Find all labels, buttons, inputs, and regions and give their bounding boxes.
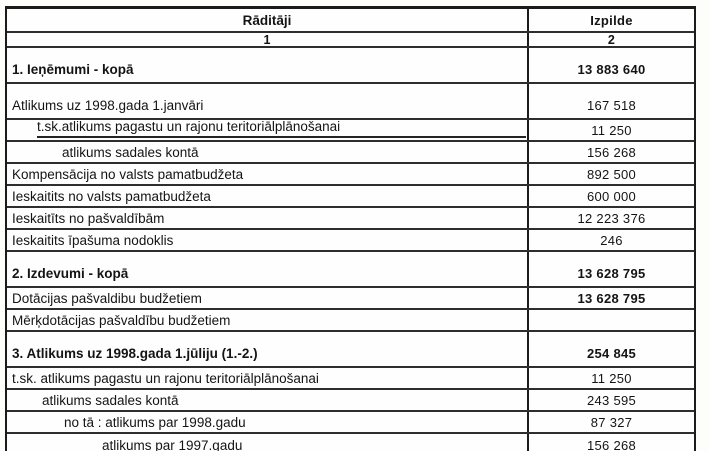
table-row: t.sk.atlikums pagastu un rajonu teritori… xyxy=(7,120,694,142)
row-value-text: 254 845 xyxy=(586,346,637,361)
table-row: Ieskaitits īpašuma nodoklis 246 xyxy=(7,230,694,252)
row-label: atlikums par 1997.gadu xyxy=(7,434,527,451)
table-row: Ieskaitīts no pašvaldībām 12 223 376 xyxy=(7,208,694,230)
column-header-izpilde: Izpilde xyxy=(527,9,694,31)
row-label-text: Ieskaitits no valsts pamatbudžeta xyxy=(12,188,211,204)
table-row: atlikums par 1997.gadu 156 268 xyxy=(7,434,694,451)
table-body: 1. Ieņēmumi - kopā 13 883 640 Atlikums u… xyxy=(7,48,694,451)
row-value: 11 250 xyxy=(527,368,694,388)
table-row: 3. Atlikums uz 1998.gada 1.jūliju (1.-2.… xyxy=(7,332,694,368)
row-label: Atlikums uz 1998.gada 1.janvāri xyxy=(7,84,527,118)
table-row: no tā : atlikums par 1998.gadu 87 327 xyxy=(7,412,694,434)
row-value: 167 518 xyxy=(527,84,694,118)
row-label-text: atlikums sadales kontā xyxy=(42,392,179,408)
row-value-text: 13 883 640 xyxy=(577,62,646,77)
row-label-text: 1. Ieņēmumi - kopā xyxy=(12,62,134,77)
table-row: 2. Izdevumi - kopā 13 628 795 xyxy=(7,252,694,288)
row-label-text: Dotācijas pašvaldibu budžetiem xyxy=(12,290,202,306)
row-value-text: 13 628 795 xyxy=(577,266,646,281)
column-number-2: 2 xyxy=(527,33,694,46)
row-label: Dotācijas pašvaldibu budžetiem xyxy=(7,288,527,308)
table-header-row: Rāditāji Izpilde xyxy=(7,9,694,33)
row-label-text: t.sk. atlikums pagastu un rajonu teritor… xyxy=(12,370,319,386)
table-row: t.sk. atlikums pagastu un rajonu teritor… xyxy=(7,368,694,390)
table-row: Mērķdotācijas pašvaldību budžetiem xyxy=(7,310,694,332)
row-value: 13 628 795 xyxy=(527,252,694,286)
row-label-text: Ieskaitits īpašuma nodoklis xyxy=(12,232,174,248)
table-row: 1. Ieņēmumi - kopā 13 883 640 xyxy=(7,48,694,84)
column-number-1: 1 xyxy=(263,33,271,46)
row-value-text: 87 327 xyxy=(590,414,633,430)
row-value: 246 xyxy=(527,230,694,250)
row-value xyxy=(527,310,694,330)
row-label: no tā : atlikums par 1998.gadu xyxy=(7,412,527,432)
row-value: 13 628 795 xyxy=(527,288,694,308)
table-row: Dotācijas pašvaldibu budžetiem 13 628 79… xyxy=(7,288,694,310)
row-label: Ieskaitits no valsts pamatbudžeta xyxy=(7,186,527,206)
row-label: 2. Izdevumi - kopā xyxy=(7,252,527,286)
row-label-text: 2. Izdevumi - kopā xyxy=(12,266,129,281)
row-label-text: atlikums sadales kontā xyxy=(62,144,199,160)
row-value-text: 243 595 xyxy=(586,392,637,408)
row-label-text: Mērķdotācijas pašvaldību budžetiem xyxy=(12,312,231,328)
row-label: Ieskaitits īpašuma nodoklis xyxy=(7,230,527,250)
row-value: 12 223 376 xyxy=(527,208,694,228)
row-value-text: 600 000 xyxy=(586,188,637,204)
row-label: Mērķdotācijas pašvaldību budžetiem xyxy=(7,310,527,330)
row-value: 254 845 xyxy=(527,332,694,366)
row-label: 1. Ieņēmumi - kopā xyxy=(7,48,527,82)
column-header-raditaji: Rāditāji xyxy=(242,12,292,28)
table-row: Kompensācija no valsts pamatbudžeta 892 … xyxy=(7,164,694,186)
column-number-row: 1 2 xyxy=(7,33,694,48)
budget-report-table: Rāditāji Izpilde 1 2 1. Ieņēmumi - kopā … xyxy=(5,6,696,451)
row-value: 87 327 xyxy=(527,412,694,432)
row-value-text: 11 250 xyxy=(591,122,632,138)
row-label-text: no tā : atlikums par 1998.gadu xyxy=(64,414,246,430)
row-value: 13 883 640 xyxy=(527,48,694,82)
table-row: Atlikums uz 1998.gada 1.janvāri 167 518 xyxy=(7,84,694,120)
row-label: Ieskaitīts no pašvaldībām xyxy=(7,208,527,228)
row-value-text: 246 xyxy=(600,232,623,248)
row-label: 3. Atlikums uz 1998.gada 1.jūliju (1.-2.… xyxy=(7,332,527,366)
row-label-text: atlikums par 1997.gadu xyxy=(102,437,243,451)
row-label: atlikums sadales kontā xyxy=(7,142,527,162)
row-label: atlikums sadales kontā xyxy=(7,390,527,410)
row-label-text: 3. Atlikums uz 1998.gada 1.jūliju (1.-2.… xyxy=(12,346,258,361)
row-value-text: 892 500 xyxy=(586,166,637,182)
row-label-text: Atlikums uz 1998.gada 1.janvāri xyxy=(12,98,204,113)
row-label-text: Ieskaitīts no pašvaldībām xyxy=(12,210,165,226)
row-value-text: 167 518 xyxy=(586,98,637,113)
row-label-text: t.sk.atlikums pagastu un rajonu teritori… xyxy=(37,120,526,138)
row-value: 156 268 xyxy=(527,142,694,162)
row-value: 243 595 xyxy=(527,390,694,410)
row-value-text: 11 250 xyxy=(591,370,632,386)
row-value: 11 250 xyxy=(527,120,694,140)
row-value-text: 13 628 795 xyxy=(577,290,646,306)
table-row: atlikums sadales kontā 243 595 xyxy=(7,390,694,412)
row-value: 600 000 xyxy=(527,186,694,206)
row-value-text: 12 223 376 xyxy=(577,210,646,226)
row-value-text: 156 268 xyxy=(586,437,637,451)
row-value-text: 156 268 xyxy=(586,144,637,160)
row-label: Kompensācija no valsts pamatbudžeta xyxy=(7,164,527,184)
row-label: t.sk.atlikums pagastu un rajonu teritori… xyxy=(7,120,527,140)
table-row: atlikums sadales kontā 156 268 xyxy=(7,142,694,164)
row-label-text: Kompensācija no valsts pamatbudžeta xyxy=(12,166,244,182)
row-value: 892 500 xyxy=(527,164,694,184)
table-row: Ieskaitits no valsts pamatbudžeta 600 00… xyxy=(7,186,694,208)
row-value: 156 268 xyxy=(527,434,694,451)
row-label: t.sk. atlikums pagastu un rajonu teritor… xyxy=(7,368,527,388)
